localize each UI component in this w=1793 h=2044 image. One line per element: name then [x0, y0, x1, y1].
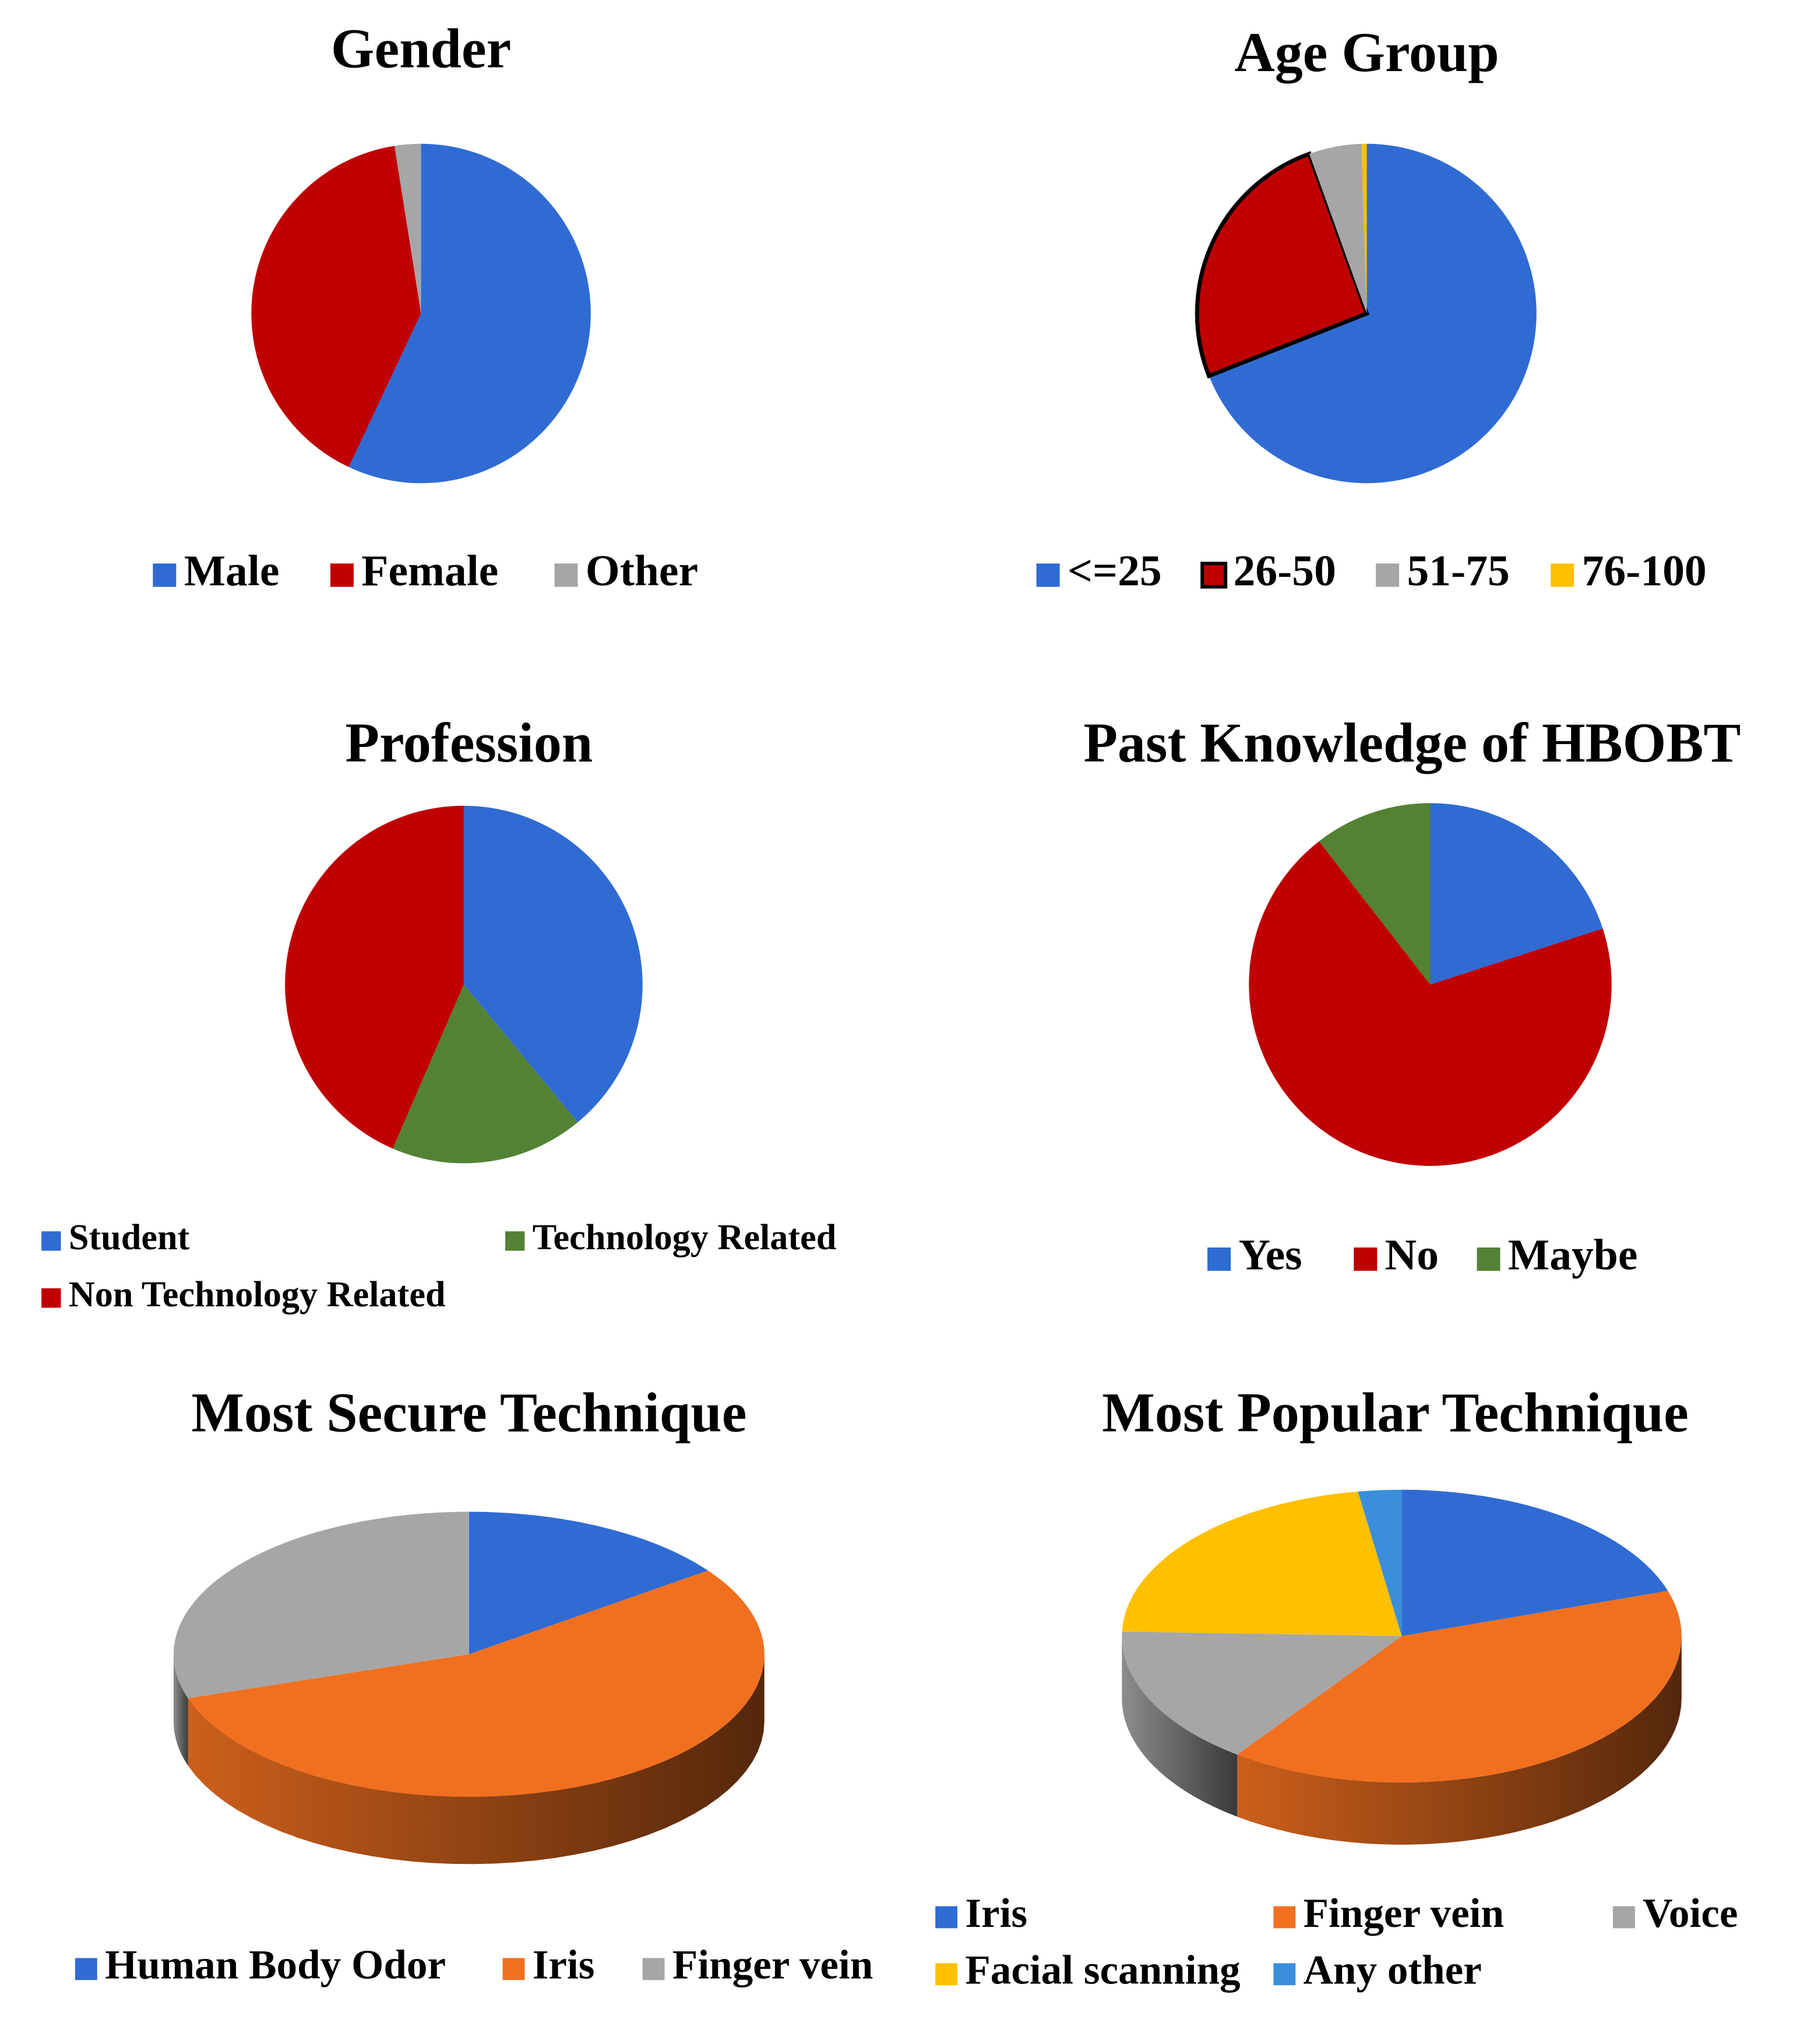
legend-label: Finger vein — [1304, 1891, 1504, 1936]
pie-side-6-2 — [1237, 1636, 1682, 1845]
legend-marker — [554, 563, 578, 587]
legend-marker — [1376, 563, 1400, 587]
pie-chart-5: Most Secure Technique Human Body Odor Iris… — [75, 1382, 873, 1988]
legend-marker — [41, 1231, 61, 1251]
pie-slice--25 — [1209, 143, 1537, 484]
pie-chart-6: Most Popular Technique Iris Finger vein Voi… — [935, 1382, 1738, 1993]
legend-marker — [330, 563, 354, 587]
legend-label: Yes — [1238, 1231, 1302, 1279]
legend-marker — [935, 1963, 957, 1986]
legend-label: 51-75 — [1407, 547, 1509, 595]
legend-marker — [1273, 1906, 1296, 1929]
pie-slice-student — [463, 805, 643, 1123]
pie-slice-yes — [1430, 803, 1603, 985]
pie-slice-76-100 — [1361, 143, 1367, 314]
legend-label: Facial scanning — [965, 1948, 1240, 1993]
legend-marker — [1200, 562, 1228, 589]
chart-title: Age Group — [1234, 21, 1499, 83]
legend-label: Finger vein — [672, 1943, 873, 1988]
legend-label: Female — [361, 547, 498, 595]
pie-chart-1: Gender Male Female Other — [153, 17, 698, 595]
legend-marker — [935, 1906, 957, 1929]
pie-slice-technology-related — [393, 984, 578, 1164]
legend-label: 76-100 — [1582, 547, 1707, 595]
pie-side-5-2 — [188, 1654, 765, 1865]
pie-slice-male — [348, 143, 591, 484]
pie-chart-4: Past Knowledge of HBOBT Yes No Maybe — [1083, 711, 1741, 1279]
pie-side-5-3 — [173, 1654, 188, 1766]
pie-slice-human-body-odor — [468, 1511, 708, 1655]
legend-label: No — [1385, 1231, 1439, 1279]
pie-slice-iris — [188, 1570, 765, 1797]
pie-slice-26-50 — [1195, 151, 1369, 379]
pie-slice-voice — [1122, 1631, 1402, 1755]
pie-slice-facial-scanning — [1122, 1491, 1402, 1636]
legend-marker — [153, 563, 177, 587]
legend-marker — [1354, 1247, 1378, 1271]
legend-label: Non Technology Related — [69, 1275, 446, 1314]
pie-slice-no — [1249, 841, 1612, 1166]
legend-label: Iris — [965, 1891, 1027, 1936]
legend-label: Voice — [1643, 1891, 1738, 1936]
legend-label: Other — [586, 547, 698, 595]
legend-label: Iris — [533, 1943, 595, 1988]
legend-label: Male — [184, 547, 280, 595]
pie-slice-non-technology-related — [285, 805, 464, 1149]
legend-label: Human Body Odor — [105, 1943, 446, 1988]
pie-slice-any-other — [1358, 1489, 1402, 1636]
pie-slice-maybe — [1319, 803, 1431, 985]
chart-title: Most Popular Technique — [1102, 1382, 1688, 1444]
legend-marker — [75, 1958, 97, 1980]
legend-marker — [1477, 1247, 1500, 1271]
pie-chart-3: Profession Student Technology Related Non T… — [41, 711, 836, 1314]
legend-marker — [1612, 1906, 1635, 1929]
legend-marker — [642, 1958, 665, 1980]
chart-title: Profession — [345, 711, 593, 774]
legend-marker — [502, 1958, 525, 1980]
pie-side-6-3 — [1122, 1636, 1238, 1817]
legend-marker — [1036, 563, 1060, 587]
chart-title: Past Knowledge of HBOBT — [1083, 711, 1741, 774]
legend-marker — [1207, 1247, 1231, 1271]
pie-slice-finger-vein — [173, 1511, 469, 1698]
pie-slice-other — [394, 143, 421, 314]
legend-marker — [505, 1231, 525, 1251]
pie-slice-female — [251, 146, 421, 467]
pie-slice-finger-vein — [1237, 1591, 1682, 1783]
legend-label: <=25 — [1068, 547, 1162, 595]
legend-label: Any other — [1304, 1948, 1482, 1993]
chart-title: Most Secure Technique — [191, 1382, 746, 1444]
pie-slice-51-75 — [1309, 143, 1367, 314]
legend-label: Technology Related — [533, 1218, 837, 1257]
chart-title: Gender — [331, 17, 511, 79]
legend-label: 26-50 — [1234, 547, 1336, 595]
legend-label: Maybe — [1508, 1231, 1638, 1279]
pie-slice-iris — [1401, 1489, 1668, 1636]
legend-label: Student — [69, 1218, 190, 1257]
pie-chart-2: Age Group <=25 26-50 51-75 76-100 — [1036, 21, 1707, 595]
legend-marker — [1551, 563, 1574, 587]
legend-marker — [1273, 1963, 1296, 1986]
legend-marker — [41, 1288, 61, 1308]
